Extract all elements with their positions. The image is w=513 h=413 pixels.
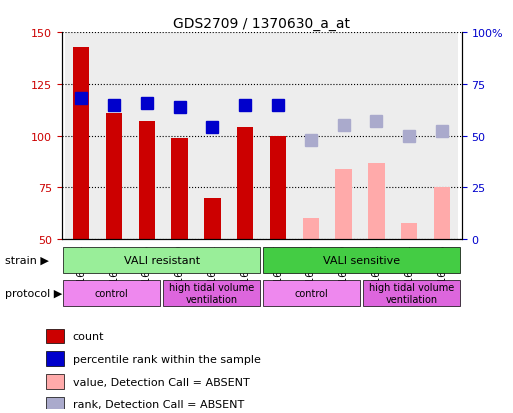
Bar xyxy=(65,33,97,240)
FancyBboxPatch shape xyxy=(163,280,260,306)
Text: high tidal volume
ventilation: high tidal volume ventilation xyxy=(169,282,254,304)
Bar xyxy=(130,33,163,240)
Bar xyxy=(360,33,393,240)
Bar xyxy=(196,33,229,240)
Bar xyxy=(294,33,327,240)
FancyBboxPatch shape xyxy=(263,247,460,273)
Bar xyxy=(46,374,64,389)
Bar xyxy=(106,114,122,240)
Bar xyxy=(97,33,130,240)
Bar xyxy=(270,136,286,240)
FancyBboxPatch shape xyxy=(63,247,260,273)
Text: rank, Detection Call = ABSENT: rank, Detection Call = ABSENT xyxy=(73,399,244,409)
Bar xyxy=(393,33,426,240)
Bar xyxy=(46,397,64,412)
Bar xyxy=(368,163,385,240)
Bar xyxy=(171,138,188,240)
Bar xyxy=(434,188,450,240)
Text: VALI sensitive: VALI sensitive xyxy=(323,255,400,265)
Bar xyxy=(46,329,64,344)
Bar xyxy=(401,223,418,240)
Text: protocol ▶: protocol ▶ xyxy=(5,288,63,298)
Text: strain ▶: strain ▶ xyxy=(5,255,49,265)
Title: GDS2709 / 1370630_a_at: GDS2709 / 1370630_a_at xyxy=(173,17,350,31)
Bar xyxy=(237,128,253,240)
Bar xyxy=(262,33,294,240)
Bar xyxy=(303,219,319,240)
Bar xyxy=(163,33,196,240)
Text: count: count xyxy=(73,331,104,341)
Bar xyxy=(204,198,221,240)
FancyBboxPatch shape xyxy=(363,280,460,306)
Bar xyxy=(73,47,89,240)
Bar xyxy=(46,351,64,366)
Text: high tidal volume
ventilation: high tidal volume ventilation xyxy=(369,282,455,304)
Text: control: control xyxy=(295,288,328,298)
Text: percentile rank within the sample: percentile rank within the sample xyxy=(73,354,261,364)
Text: VALI resistant: VALI resistant xyxy=(124,255,200,265)
FancyBboxPatch shape xyxy=(63,280,160,306)
Bar xyxy=(327,33,360,240)
Bar xyxy=(426,33,459,240)
Bar xyxy=(139,122,155,240)
Bar xyxy=(229,33,262,240)
FancyBboxPatch shape xyxy=(263,280,360,306)
Text: value, Detection Call = ABSENT: value, Detection Call = ABSENT xyxy=(73,377,249,387)
Bar xyxy=(336,169,352,240)
Text: control: control xyxy=(95,288,128,298)
